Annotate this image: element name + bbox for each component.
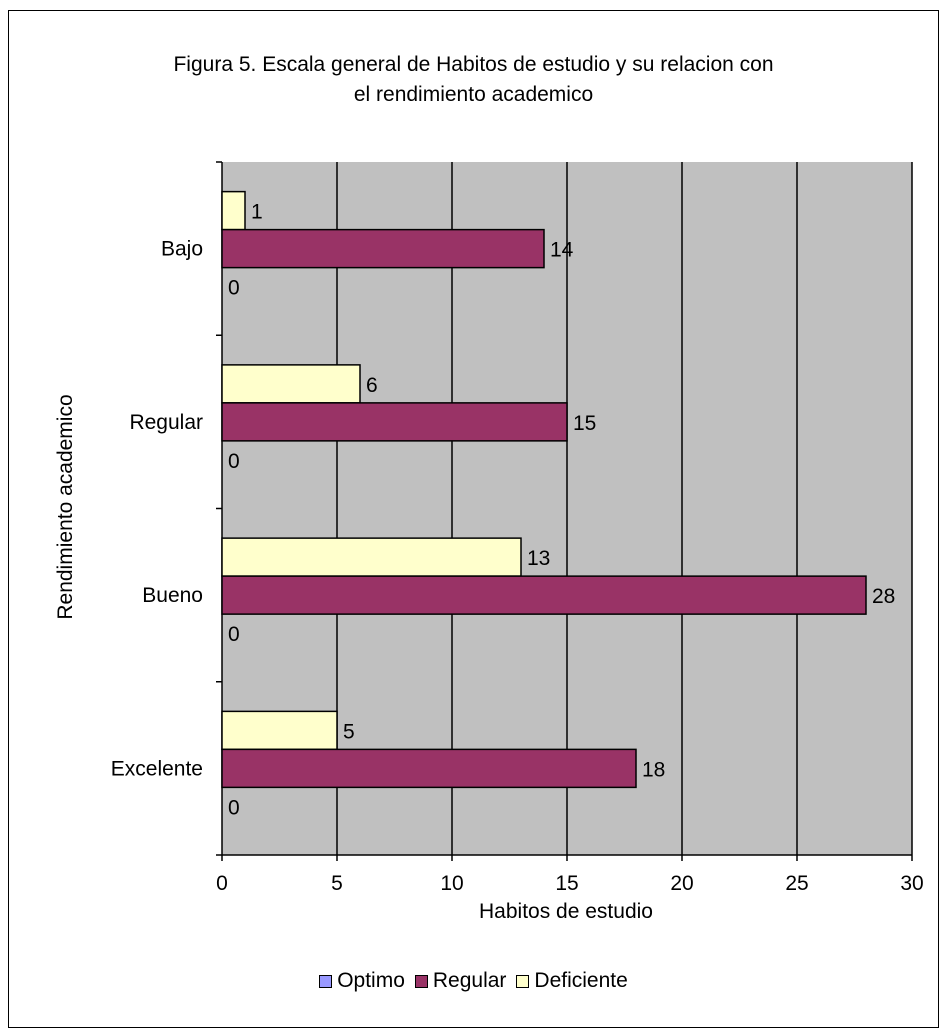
x-tick-label: 20 [670, 872, 693, 895]
data-label: 6 [366, 374, 378, 397]
x-tick-label: 0 [216, 872, 228, 895]
y-tick-label: Bajo [161, 238, 203, 261]
x-tick-label: 30 [900, 872, 923, 895]
legend-swatch [414, 974, 428, 988]
data-label: 28 [872, 585, 895, 608]
bar-deficiente [221, 364, 361, 404]
y-axis-title: Rendimiento academico [54, 394, 77, 619]
legend-label: Regular [432, 969, 507, 992]
chart-title-line-1: Figura 5. Escala general de Habitos de e… [173, 53, 774, 76]
bar-deficiente [221, 190, 246, 231]
legend-swatch [319, 974, 333, 988]
legend-label: Optimo [337, 969, 405, 992]
bar-deficiente [221, 710, 338, 751]
data-label: 0 [228, 277, 240, 300]
legend-item: Optimo [319, 969, 405, 993]
x-tick-label: 15 [555, 872, 578, 895]
x-axis-title: Habitos de estudio [479, 900, 653, 923]
data-label: 18 [642, 758, 665, 781]
data-label: 1 [251, 201, 263, 224]
data-label: 15 [573, 412, 596, 435]
y-tick-label: Regular [129, 411, 203, 434]
legend-item: Regular [414, 969, 507, 993]
bar-regular [221, 575, 867, 615]
x-tick-label: 5 [331, 872, 343, 895]
bar-regular [221, 748, 637, 789]
data-label: 0 [228, 450, 240, 473]
legend: Optimo Regular Deficiente [0, 969, 947, 993]
y-tick-label: Bueno [142, 584, 203, 607]
data-label: 0 [228, 796, 240, 819]
data-label: 0 [228, 623, 240, 646]
legend-swatch [516, 974, 530, 988]
x-tick-label: 10 [440, 872, 463, 895]
bar-regular [221, 402, 568, 442]
y-tick-label: Excelente [111, 757, 203, 780]
bar-deficiente [221, 537, 522, 577]
legend-label: Deficiente [534, 969, 628, 992]
legend-item: Deficiente [516, 969, 628, 993]
x-tick-label: 25 [785, 872, 808, 895]
data-label: 13 [527, 547, 550, 570]
bar-regular [221, 228, 545, 269]
chart-title: Figura 5. Escala general de Habitos de e… [0, 50, 947, 110]
data-label: 14 [550, 239, 574, 262]
chart-title-line-2: el rendimiento academico [353, 83, 594, 106]
data-label: 5 [343, 720, 355, 743]
